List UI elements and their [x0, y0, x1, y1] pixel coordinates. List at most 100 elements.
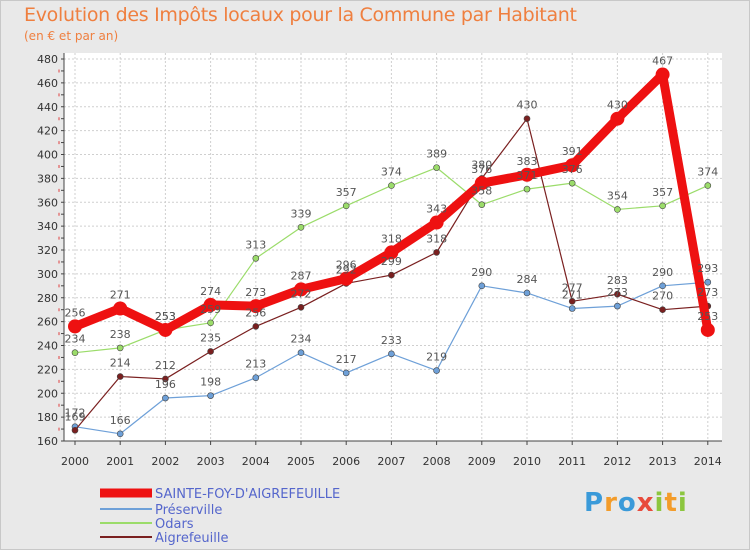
data-point — [614, 302, 621, 310]
data-point — [610, 111, 625, 126]
data-label: 214 — [110, 357, 131, 370]
x-tick-label: 2013 — [649, 455, 677, 468]
data-point — [203, 297, 218, 312]
logo-letter: r — [604, 488, 618, 518]
data-point — [297, 303, 305, 311]
axes: 160 180 200 220 240 260 280 300 320 340 360 380 400 4… — [37, 53, 722, 468]
legend-label: Préserville — [155, 503, 222, 518]
y-tick-label: 280 — [37, 292, 58, 305]
x-tick-label: 2002 — [151, 455, 179, 468]
data-label: 358 — [471, 185, 492, 198]
data-point — [659, 202, 666, 210]
legend-label: SAINTE-FOY-D'AIGREFEUILLE — [155, 487, 340, 502]
data-label: 293 — [697, 262, 718, 275]
data-point — [388, 271, 395, 279]
data-point — [478, 282, 486, 290]
data-label: 196 — [155, 378, 176, 391]
y-tick-label: 260 — [37, 316, 58, 329]
data-label: 233 — [381, 334, 402, 347]
data-point — [342, 202, 350, 210]
data-point — [429, 215, 444, 230]
data-point — [523, 289, 531, 297]
logo-letter: i — [677, 488, 688, 518]
data-point — [248, 299, 263, 314]
data-label: 290 — [652, 266, 673, 279]
x-tick-label: 2011 — [558, 455, 586, 468]
data-point — [252, 323, 260, 330]
data-label: 296 — [336, 259, 357, 272]
data-point — [116, 373, 124, 380]
data-point — [252, 374, 260, 382]
data-label: 380 — [471, 158, 492, 171]
proxiti-logo: Proxiti — [584, 488, 688, 518]
data-point — [71, 426, 79, 434]
data-label: 292 — [336, 263, 357, 276]
data-label: 371 — [517, 169, 538, 182]
x-tick-label: 2008 — [423, 455, 451, 468]
y-tick-label: 220 — [37, 363, 58, 376]
data-point — [568, 298, 576, 305]
data-point — [474, 176, 489, 191]
data-label: 253 — [697, 310, 718, 323]
data-label: 166 — [110, 414, 131, 427]
x-tick-label: 2004 — [242, 455, 270, 468]
data-label: 357 — [652, 186, 673, 199]
data-point — [433, 249, 440, 256]
data-point — [433, 164, 440, 171]
data-label: 253 — [155, 310, 176, 323]
data-label: 299 — [381, 255, 402, 268]
data-label: 273 — [697, 286, 718, 299]
x-tick-label: 2006 — [332, 455, 360, 468]
data-label: 376 — [471, 163, 492, 176]
data-point — [339, 271, 354, 286]
data-point — [68, 319, 82, 334]
data-label: 357 — [336, 186, 357, 199]
data-label: 234 — [291, 333, 312, 346]
data-point — [478, 201, 486, 208]
data-label: 198 — [200, 376, 221, 389]
data-point — [433, 367, 440, 374]
data-label: 374 — [697, 166, 718, 179]
data-label: 354 — [607, 189, 628, 202]
data-point — [158, 322, 173, 337]
logo-letter: o — [617, 488, 637, 518]
data-label: 339 — [291, 207, 312, 220]
data-point — [297, 349, 305, 356]
data-label: 343 — [426, 203, 447, 216]
data-label: 271 — [562, 288, 583, 301]
data-label: 270 — [652, 290, 673, 303]
data-label: 273 — [607, 286, 628, 299]
data-label: 172 — [65, 407, 86, 420]
legend-label: Aigrefeuille — [155, 531, 228, 546]
data-label: 212 — [155, 359, 176, 372]
data-point — [207, 319, 214, 327]
y-tick-label: 320 — [37, 244, 58, 257]
y-tick-label: 380 — [37, 172, 58, 185]
data-point — [207, 348, 214, 355]
data-label: 256 — [65, 306, 86, 319]
data-label: 256 — [245, 306, 266, 319]
data-point — [523, 115, 531, 122]
y-tick-label: 340 — [37, 220, 58, 233]
y-tick-label: 160 — [37, 435, 58, 448]
logo-letter: t — [664, 488, 678, 518]
data-point — [614, 206, 621, 213]
data-label: 259 — [200, 303, 221, 316]
y-tick-label: 400 — [37, 149, 58, 162]
y-tick-label: 480 — [37, 53, 58, 66]
y-tick-label: 240 — [37, 340, 58, 353]
data-label: 272 — [291, 287, 312, 300]
data-label: 287 — [291, 269, 312, 282]
data-label: 253 — [155, 310, 176, 323]
data-label: 273 — [245, 286, 266, 299]
data-label: 234 — [65, 333, 86, 346]
data-point — [659, 306, 666, 313]
x-tick-label: 2012 — [603, 455, 631, 468]
data-point — [700, 322, 715, 337]
data-point — [297, 224, 305, 231]
y-tick-label: 420 — [37, 125, 58, 138]
data-point — [568, 179, 576, 187]
logo-letter: P — [584, 488, 605, 518]
data-label: 277 — [562, 281, 583, 294]
data-point — [388, 182, 395, 189]
